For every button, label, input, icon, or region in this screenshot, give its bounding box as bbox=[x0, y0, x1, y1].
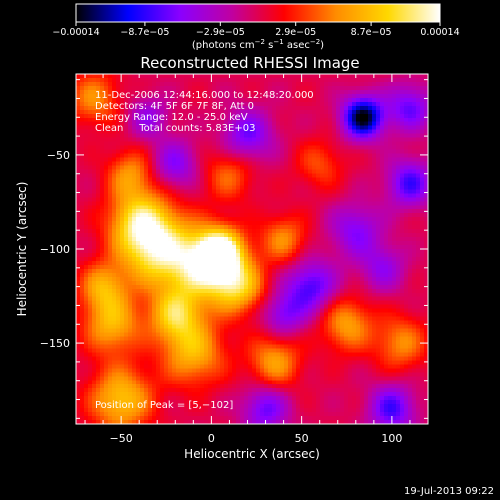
plot-area bbox=[75, 73, 429, 425]
colorbar-tick-label: −0.00014 bbox=[52, 27, 99, 38]
x-tick-label: −50 bbox=[110, 432, 133, 445]
x-axis-label: Heliocentric X (arcsec) bbox=[184, 447, 320, 461]
annotation-energy-range: Energy Range: 12.0 - 25.0 keV bbox=[95, 112, 248, 123]
colorbar-tick-label: −8.7e−05 bbox=[120, 27, 169, 38]
annotation-detectors: Detectors: 4F 5F 6F 7F 8F, Att 0 bbox=[95, 101, 254, 112]
colorbar-tick-labels: −0.00014 −8.7e−05 −2.9e−05 2.9e−05 8.7e−05 0.… bbox=[52, 27, 459, 38]
heatmap-image bbox=[76, 74, 428, 424]
x-tick-labels: −50 0 50 100 bbox=[110, 432, 403, 445]
annotation-total-counts: Clean Total counts: 5.83E+03 bbox=[95, 123, 255, 134]
x-tick-label: 100 bbox=[381, 432, 402, 445]
annotation-peak-position: Position of Peak = [5,−102] bbox=[95, 400, 233, 411]
axis-ticks bbox=[76, 74, 429, 424]
colorbar: −0.00014 −8.7e−05 −2.9e−05 2.9e−05 8.7e−05 0.… bbox=[52, 3, 460, 51]
colorbar-tick-label: 2.9e−05 bbox=[275, 27, 316, 38]
info-annotations: 11-Dec-2006 12:44:16.000 to 12:48:20.000… bbox=[95, 90, 314, 411]
y-tick-labels: −50 −100 −150 bbox=[40, 149, 70, 350]
y-tick-label: −100 bbox=[40, 243, 70, 256]
colorbar-gradient bbox=[75, 3, 441, 23]
colorbar-tick-label: −2.9e−05 bbox=[196, 27, 245, 38]
x-tick-label: 50 bbox=[295, 432, 309, 445]
y-axis-label: Heliocentric Y (arcsec) bbox=[15, 182, 29, 317]
colorbar-ticks bbox=[75, 22, 441, 26]
colorbar-tick-label: 0.00014 bbox=[420, 27, 459, 38]
y-tick-label: −50 bbox=[47, 149, 70, 162]
footer-timestamp: 19-Jul-2013 09:22 bbox=[404, 486, 494, 497]
y-tick-label: −150 bbox=[40, 337, 70, 350]
chart-title: Reconstructed RHESSI Image bbox=[140, 54, 359, 72]
colorbar-tick-label: 8.7e−05 bbox=[351, 27, 392, 38]
annotation-time-range: 11-Dec-2006 12:44:16.000 to 12:48:20.000 bbox=[95, 90, 314, 101]
colorbar-unit-label: (photons cm−2 s−1 asec−2) bbox=[192, 38, 324, 51]
x-tick-label: 0 bbox=[208, 432, 215, 445]
